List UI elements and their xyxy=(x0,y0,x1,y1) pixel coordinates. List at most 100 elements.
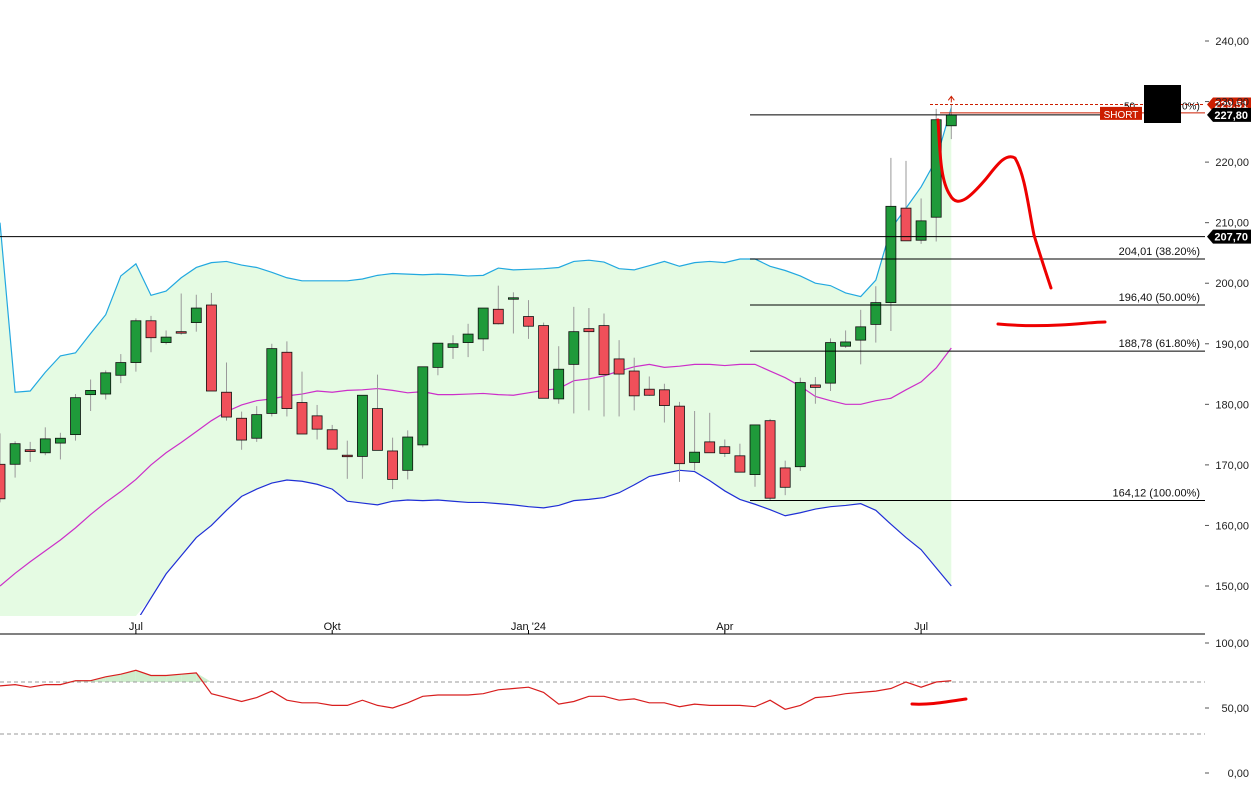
candle-body xyxy=(100,372,112,395)
candle[interactable] xyxy=(447,335,459,359)
candle[interactable] xyxy=(296,371,308,435)
candle-body xyxy=(175,331,187,334)
candle[interactable] xyxy=(628,357,640,411)
candle-body xyxy=(538,325,549,399)
candle[interactable] xyxy=(538,322,549,399)
candle[interactable] xyxy=(477,307,489,352)
candle-body xyxy=(613,358,625,375)
candle[interactable] xyxy=(689,410,700,471)
short-tag-label: SHORT xyxy=(1104,110,1139,121)
candle[interactable] xyxy=(598,313,610,417)
candle[interactable] xyxy=(779,460,791,496)
candle-body xyxy=(55,437,66,444)
candle[interactable] xyxy=(236,411,248,450)
candle[interactable] xyxy=(704,412,716,454)
candle[interactable] xyxy=(462,323,474,358)
candle[interactable] xyxy=(734,443,746,473)
candle-body xyxy=(251,414,263,439)
candle[interactable] xyxy=(341,440,353,479)
candle[interactable] xyxy=(749,424,761,487)
candle[interactable] xyxy=(613,340,625,417)
candle[interactable] xyxy=(356,394,368,479)
candle[interactable] xyxy=(221,362,232,421)
candle[interactable] xyxy=(794,377,806,471)
candle[interactable] xyxy=(432,342,444,376)
candle[interactable] xyxy=(311,404,323,440)
y-tick-label: 200,00 xyxy=(1215,278,1249,290)
candle[interactable] xyxy=(568,306,580,414)
candle[interactable] xyxy=(764,418,776,501)
candle[interactable] xyxy=(115,354,127,384)
candle-body xyxy=(85,390,96,396)
rsi-overbought-fill xyxy=(135,670,151,682)
candle[interactable] xyxy=(583,308,595,411)
candle[interactable] xyxy=(145,315,157,353)
candle-body xyxy=(341,454,353,458)
candle[interactable] xyxy=(417,366,429,448)
candle-body xyxy=(115,362,127,376)
candle[interactable] xyxy=(55,432,66,460)
candle[interactable] xyxy=(840,330,851,349)
candle[interactable] xyxy=(659,383,670,423)
candle[interactable] xyxy=(70,394,81,441)
candle-body xyxy=(810,384,821,388)
rsi-y-tick-label: 50,00 xyxy=(1221,703,1249,715)
candle-body xyxy=(915,220,927,241)
rsi-panel[interactable]: 100,00 50,00 0,00 xyxy=(0,635,1253,787)
candle[interactable] xyxy=(553,346,565,404)
candle[interactable] xyxy=(825,338,836,392)
candle[interactable] xyxy=(9,441,21,478)
y-tick-label: 190,00 xyxy=(1215,339,1249,351)
y-tick-label: 210,00 xyxy=(1215,218,1249,230)
fib-label: 188,78 (61.80%) xyxy=(1119,338,1200,350)
rsi-overbought-fill xyxy=(196,672,212,682)
candle[interactable] xyxy=(85,379,96,411)
candle[interactable] xyxy=(870,286,882,343)
candle-body xyxy=(477,307,489,340)
short-tag[interactable] xyxy=(1100,106,1142,120)
candle[interactable] xyxy=(810,377,821,404)
candle[interactable] xyxy=(507,292,519,334)
candle[interactable] xyxy=(175,293,187,335)
candle[interactable] xyxy=(205,292,217,392)
rsi-overbought-fill xyxy=(120,670,136,682)
x-tick-label: Jul xyxy=(129,621,143,633)
price-tag-bg xyxy=(1207,229,1251,244)
candle[interactable] xyxy=(674,401,685,482)
candle[interactable] xyxy=(372,374,383,451)
fib-label: 164,12 (100.00%) xyxy=(1113,487,1200,499)
candle-body xyxy=(689,451,700,463)
price-tag: 227,80 xyxy=(1207,107,1251,122)
candle[interactable] xyxy=(855,309,867,365)
candle[interactable] xyxy=(326,424,338,450)
candle-body xyxy=(674,405,685,465)
candle[interactable] xyxy=(251,406,263,442)
candle[interactable] xyxy=(387,437,399,490)
candle[interactable] xyxy=(160,330,172,345)
candle[interactable] xyxy=(281,341,293,417)
price-chart[interactable]: 204,01 (38.20%) 196,40 (50.00%) 188,78 (61… xyxy=(0,0,1253,635)
candle[interactable] xyxy=(39,427,51,456)
candle-body xyxy=(356,394,368,457)
candle[interactable] xyxy=(266,343,278,417)
y-tick-label: 220,00 xyxy=(1215,157,1249,169)
candle[interactable] xyxy=(523,300,534,339)
candle[interactable] xyxy=(130,318,142,372)
candle[interactable] xyxy=(100,370,112,400)
rsi-y-tick-label: 0,00 xyxy=(1228,768,1249,780)
candle[interactable] xyxy=(24,441,36,462)
candle[interactable] xyxy=(492,285,504,325)
candle[interactable] xyxy=(190,294,202,332)
candle[interactable] xyxy=(719,439,731,458)
rsi-line[interactable] xyxy=(0,669,952,710)
candle-body xyxy=(492,308,504,325)
candle-body xyxy=(507,297,519,300)
candle[interactable] xyxy=(0,433,6,503)
candle[interactable] xyxy=(885,157,897,332)
candle-body xyxy=(130,320,142,363)
candle[interactable] xyxy=(402,430,414,480)
price-tag-text: 227,80 xyxy=(1214,110,1248,122)
candle[interactable] xyxy=(643,376,655,396)
candle-body xyxy=(855,326,867,341)
candle[interactable] xyxy=(900,160,912,242)
